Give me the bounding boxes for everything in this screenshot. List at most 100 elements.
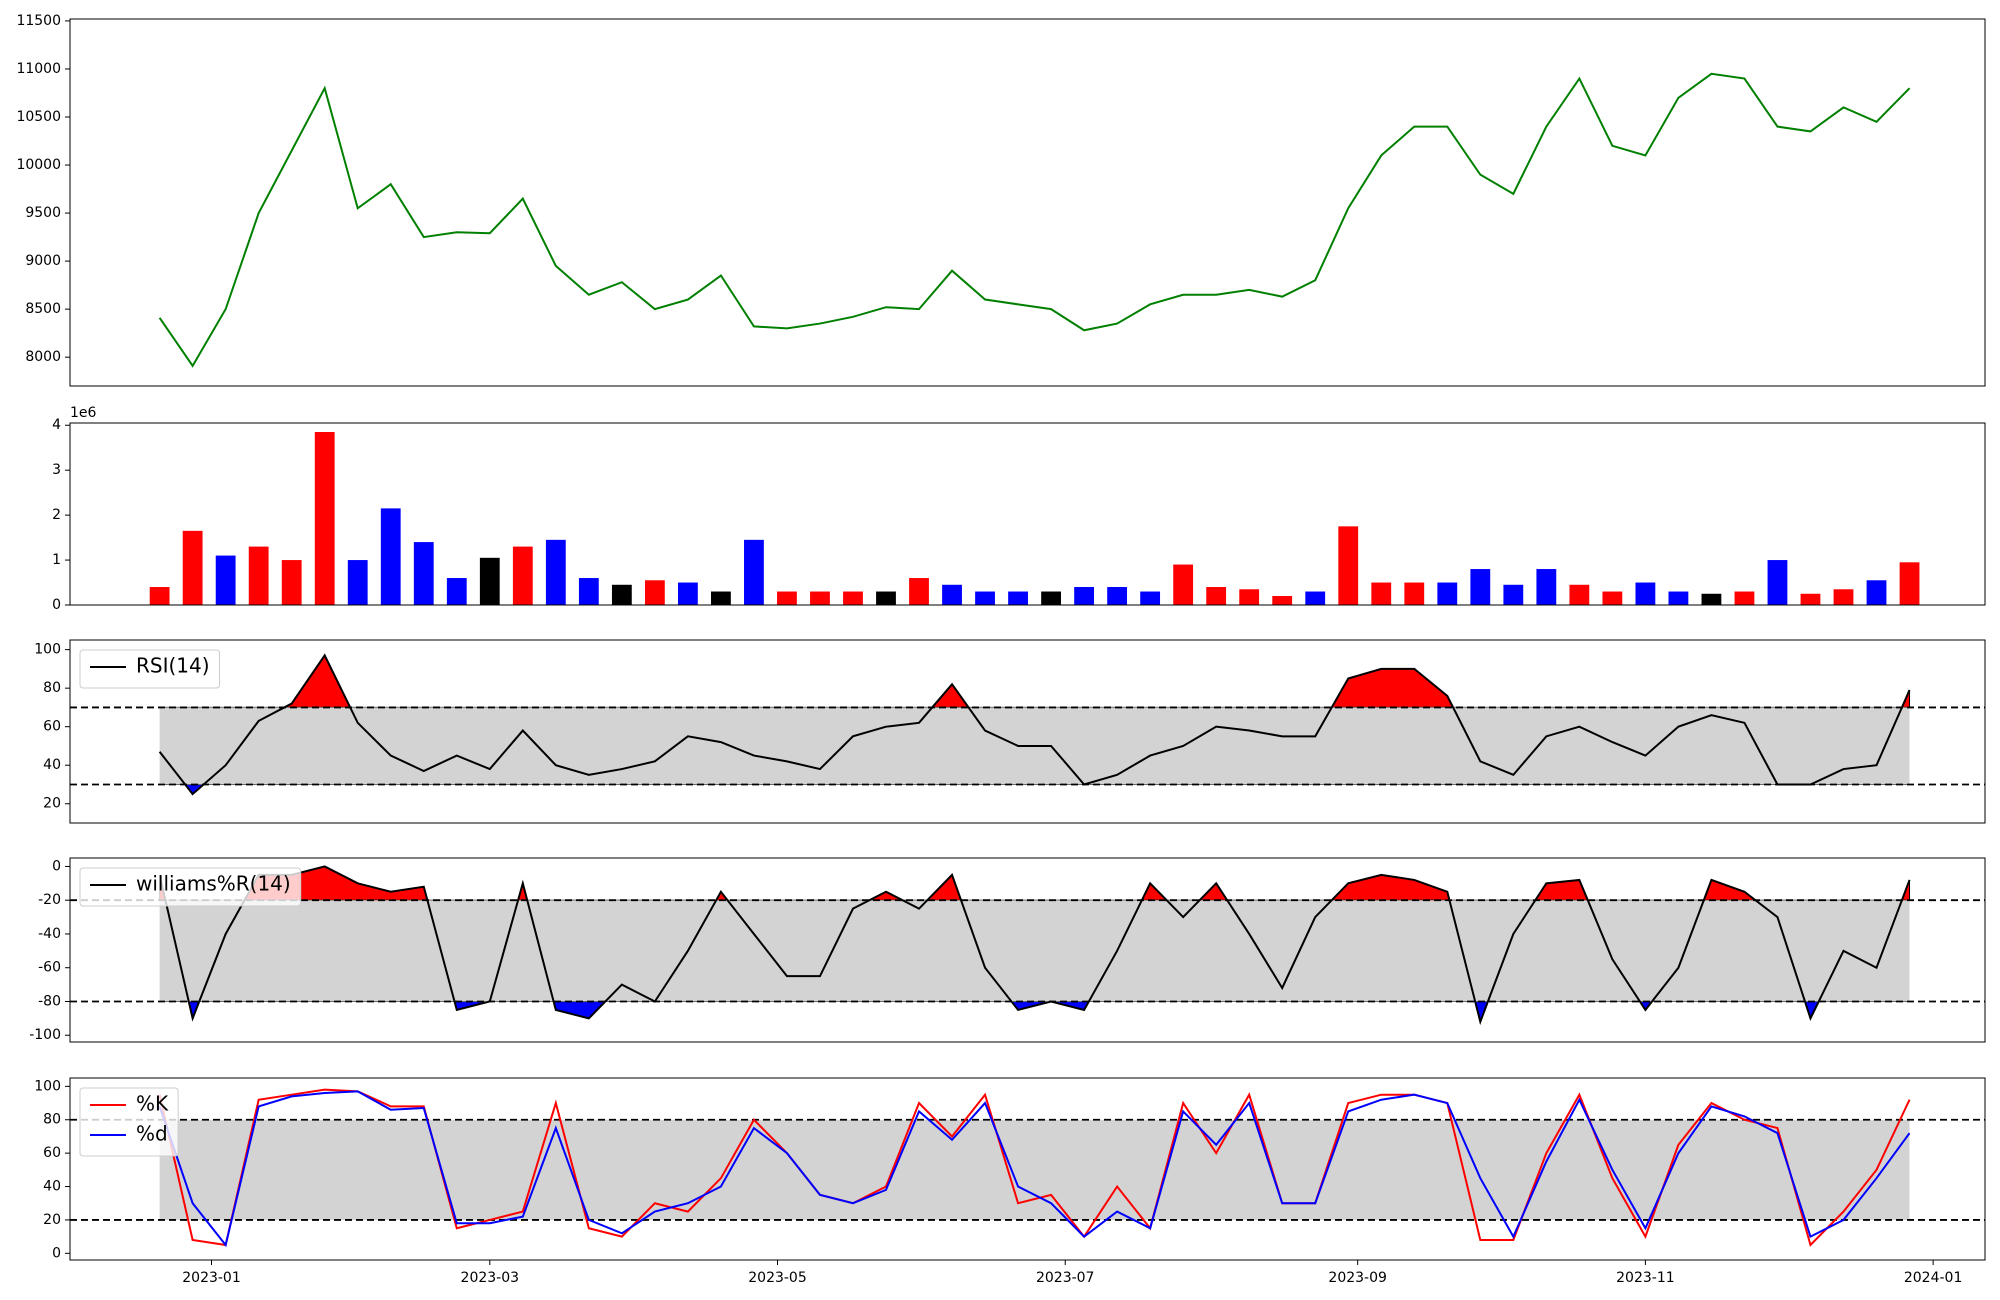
y-tick-label: 0 [52, 597, 61, 613]
volume-bar [545, 539, 566, 605]
panel: 20 40 60 80 100 RSI(14) [34, 639, 1986, 824]
volume-bar [248, 546, 269, 605]
y-tick-label: 40 [43, 1179, 61, 1195]
legend-label: %d [136, 1122, 168, 1146]
x-tick-label: 2024-01 [1904, 1270, 1963, 1286]
volume-bar [281, 560, 302, 605]
volume-bar [149, 587, 170, 605]
volume-bar [1668, 591, 1689, 605]
volume-bar [744, 539, 764, 605]
volume-bar [1635, 582, 1656, 605]
y-tick-label: 2 [52, 507, 61, 523]
legend: %K %d [79, 1087, 179, 1157]
x-tick-label: 2023-07 [1036, 1270, 1095, 1286]
volume-bar [446, 578, 467, 605]
level-band [159, 1119, 1910, 1220]
volume-bar [380, 508, 401, 605]
volume-bar [1305, 591, 1326, 605]
volume-bar [215, 555, 236, 605]
volume-bar [512, 546, 533, 605]
panel: 1e6 0 1 2 3 4 [52, 405, 1986, 613]
series-line [158, 653, 1911, 796]
volume-bar [1899, 562, 1920, 605]
y-tick-label: 8000 [25, 349, 61, 365]
y-tick-label: -40 [38, 926, 61, 942]
y-tick-label: 0 [52, 1245, 61, 1261]
volume-bar [876, 591, 896, 605]
y-tick-label: 9500 [25, 205, 61, 221]
y-tick-label: -80 [38, 993, 61, 1009]
volume-bar [843, 591, 863, 605]
y-tick-label: -100 [29, 1027, 61, 1043]
volume-bar [611, 584, 632, 605]
plot-frame [69, 1077, 1986, 1261]
y-tick-label: 80 [43, 1112, 61, 1128]
plot-frame [69, 857, 1986, 1043]
x-tick-label: 2023-01 [182, 1270, 241, 1286]
y-tick-label: 4 [52, 417, 61, 433]
y-tick-label: 100 [34, 1078, 61, 1094]
volume-bar [1173, 564, 1194, 605]
panel: -100 -80 -60 -40 -20 0 williams%R(14) [29, 857, 1986, 1043]
volume-bar [1008, 591, 1028, 605]
volume-bar [182, 530, 203, 605]
legend-label: RSI(14) [136, 654, 210, 678]
y-tick-label: 100 [34, 642, 61, 658]
legend: williams%R(14) [79, 867, 302, 907]
offset-label: 1e6 [70, 405, 97, 421]
x-tick-label: 2023-09 [1328, 1270, 1387, 1286]
volume-bar [1470, 569, 1491, 605]
plot-frame [69, 639, 1986, 824]
volume-bar [1701, 593, 1722, 605]
y-tick-label: 20 [43, 1212, 61, 1228]
volume-bar [347, 560, 368, 605]
volume-bar [1404, 582, 1425, 605]
volume-bar [1437, 582, 1458, 605]
y-tick-label: 1 [52, 552, 61, 568]
volume-bar [677, 582, 698, 605]
volume-bar [1272, 596, 1293, 605]
volume-bar [1536, 569, 1557, 605]
panel: 8000 8500 9000 9500 10000 10500 11000 11500 [16, 13, 1986, 387]
panel: 0 20 40 60 80 100 2023-01 2023-03 2023-05 2023-07… [34, 1077, 1986, 1286]
volume-bar [644, 580, 665, 605]
plot-frame [69, 422, 1986, 606]
volume-bar [1107, 587, 1128, 605]
legend-box [79, 867, 302, 907]
volume-bar [711, 591, 731, 605]
series-line [158, 72, 1911, 368]
volume-bar [1041, 591, 1061, 605]
volume-bar [1074, 587, 1095, 605]
y-tick-label: 10500 [16, 109, 61, 125]
y-tick-label: 20 [43, 796, 61, 812]
y-tick-label: 0 [52, 858, 61, 874]
overbought-fill [159, 865, 1911, 901]
y-tick-label: -60 [38, 960, 61, 976]
y-tick-label: 9000 [25, 253, 61, 269]
y-tick-label: 60 [43, 719, 61, 735]
volume-bar [1734, 591, 1755, 605]
series-line [158, 1090, 1911, 1248]
y-tick-label: 10000 [16, 157, 61, 173]
volume-bar [909, 578, 929, 605]
volume-bar [1371, 582, 1392, 605]
volume-bar [1767, 560, 1788, 605]
legend-label: williams%R(14) [136, 872, 291, 896]
volume-bar [578, 578, 599, 605]
level-band [159, 900, 1910, 1002]
legend-box [79, 649, 221, 689]
volume-bar [413, 542, 434, 605]
plot-frame [69, 18, 1986, 387]
legend-label: %K [136, 1092, 169, 1116]
volume-bar [479, 557, 500, 605]
x-tick-label: 2023-05 [748, 1270, 807, 1286]
volume-bar [975, 591, 995, 605]
volume-bar [1140, 591, 1161, 605]
y-tick-label: 3 [52, 462, 61, 478]
volume-bar [1206, 587, 1227, 605]
volume-bar [314, 431, 335, 605]
volume-bar [1569, 584, 1590, 605]
volume-bar [810, 591, 830, 605]
y-tick-label: 11000 [16, 61, 61, 77]
